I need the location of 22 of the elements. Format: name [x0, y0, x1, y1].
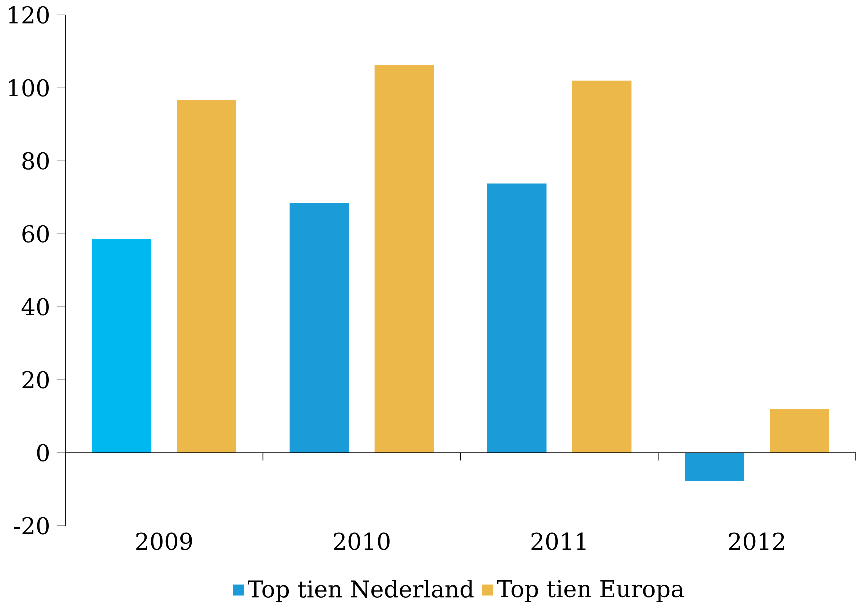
x-tick-label: 2010	[334, 532, 390, 550]
y-tick-label: 20	[22, 371, 50, 389]
bar	[290, 203, 350, 453]
bar	[177, 100, 237, 453]
bar	[92, 239, 152, 453]
bar	[685, 452, 744, 481]
y-tick-label: 40	[22, 298, 50, 316]
y-tick-label: 120	[9, 6, 50, 24]
x-tick-label: 2009	[136, 532, 192, 550]
y-tick-label: 60	[22, 225, 50, 243]
x-tick-label: 2011	[532, 532, 586, 550]
y-tick-label: 100	[9, 79, 50, 97]
y-tick-label: -20	[14, 517, 50, 535]
bar	[770, 409, 830, 453]
y-tick-label: 80	[22, 152, 50, 170]
y-tick-label: 0	[37, 444, 50, 462]
bar	[487, 184, 547, 453]
legend-label: Top tien Europa	[497, 580, 684, 602]
legend-label: Top tien Nederland	[248, 580, 474, 602]
x-tick-label: 2012	[729, 532, 784, 550]
bar	[374, 65, 434, 453]
bar	[572, 80, 632, 453]
